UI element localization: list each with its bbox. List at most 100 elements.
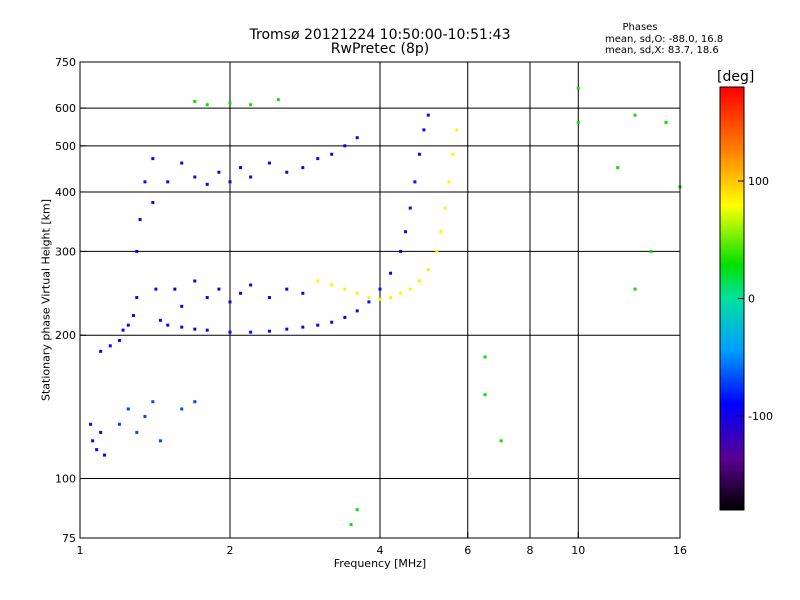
data-point xyxy=(664,120,668,124)
data-point xyxy=(228,180,232,184)
data-point xyxy=(193,279,197,283)
data-point xyxy=(249,283,253,287)
x-axis-label: Frequency [MHz] xyxy=(333,557,427,570)
data-point xyxy=(403,230,407,234)
data-point xyxy=(249,330,253,334)
data-point xyxy=(435,249,439,253)
data-point xyxy=(138,218,142,222)
data-point xyxy=(166,180,170,184)
colorbar-tick-label: -100 xyxy=(748,410,773,423)
data-point xyxy=(417,152,421,156)
data-point xyxy=(576,86,580,90)
data-point xyxy=(483,355,487,359)
data-point xyxy=(249,103,253,107)
data-point xyxy=(408,206,412,210)
data-point xyxy=(108,344,112,348)
data-point xyxy=(228,101,232,105)
data-point xyxy=(355,508,359,512)
data-point xyxy=(417,279,421,283)
data-point xyxy=(135,430,139,434)
y-tick-label: 750 xyxy=(55,56,76,69)
x-tick-label: 10 xyxy=(571,544,585,557)
data-point xyxy=(135,296,139,300)
x-tick-label: 2 xyxy=(227,544,234,557)
y-tick-label: 300 xyxy=(55,245,76,258)
data-point xyxy=(285,170,289,174)
data-point xyxy=(117,338,121,342)
data-point xyxy=(228,330,232,334)
data-point xyxy=(180,325,184,329)
data-point xyxy=(228,300,232,304)
data-point xyxy=(267,161,271,165)
data-point xyxy=(205,328,209,332)
data-point xyxy=(217,287,221,291)
data-point xyxy=(158,318,162,322)
data-point xyxy=(166,323,170,327)
data-point xyxy=(355,291,359,295)
data-point xyxy=(330,152,334,156)
colorbar-unit: [deg] xyxy=(717,69,755,85)
data-point xyxy=(193,175,197,179)
data-point xyxy=(217,170,221,174)
data-point xyxy=(330,283,334,287)
colorbar-tick-label: 0 xyxy=(748,293,755,306)
data-point xyxy=(455,128,459,132)
data-point xyxy=(121,328,125,332)
x-tick-label: 4 xyxy=(377,544,384,557)
data-point xyxy=(443,206,447,210)
data-point xyxy=(649,249,653,253)
data-point xyxy=(426,113,430,117)
grid-lines xyxy=(80,62,680,538)
data-point xyxy=(151,157,155,161)
data-point xyxy=(193,99,197,103)
phases-legend-title: Phases xyxy=(622,22,658,33)
data-point xyxy=(349,523,353,527)
data-point xyxy=(343,144,347,148)
data-point xyxy=(483,393,487,397)
data-point xyxy=(95,448,99,452)
data-point xyxy=(426,267,430,271)
x-tick-label: 6 xyxy=(464,544,471,557)
data-point xyxy=(131,314,135,318)
data-point xyxy=(389,271,393,275)
colorbar-tick-label: 100 xyxy=(748,175,769,188)
phases-legend-x-mode: mean, sd,X: 83.7, 18.6 xyxy=(605,45,719,56)
y-tick-label: 200 xyxy=(55,329,76,342)
data-point xyxy=(180,304,184,308)
data-point xyxy=(316,323,320,327)
data-point xyxy=(267,329,271,333)
data-point xyxy=(285,327,289,331)
y-axis-ticks: 75 100 200 300 400 500 600 750 xyxy=(55,56,86,545)
data-point xyxy=(389,296,393,300)
data-point xyxy=(143,414,147,418)
data-point xyxy=(193,400,197,404)
data-point xyxy=(576,120,580,124)
data-point xyxy=(154,287,158,291)
data-point xyxy=(367,300,371,304)
data-point xyxy=(239,166,243,170)
data-points xyxy=(89,86,682,527)
y-tick-label: 100 xyxy=(55,473,76,486)
data-point xyxy=(378,287,382,291)
data-point xyxy=(205,103,209,107)
data-point xyxy=(276,98,280,102)
data-point xyxy=(239,291,243,295)
data-point xyxy=(447,180,451,184)
data-point xyxy=(316,157,320,161)
data-point xyxy=(193,327,197,331)
data-point xyxy=(399,249,403,253)
data-point xyxy=(413,180,417,184)
data-point xyxy=(285,287,289,291)
data-point xyxy=(367,296,371,300)
data-point xyxy=(158,439,162,443)
data-point xyxy=(173,287,177,291)
data-point xyxy=(180,407,184,411)
data-point xyxy=(355,136,359,140)
data-point xyxy=(126,407,130,411)
data-point xyxy=(633,287,637,291)
data-point xyxy=(151,201,155,205)
data-point xyxy=(301,291,305,295)
y-tick-label: 75 xyxy=(62,532,76,545)
data-point xyxy=(135,249,139,253)
data-point xyxy=(301,166,305,170)
